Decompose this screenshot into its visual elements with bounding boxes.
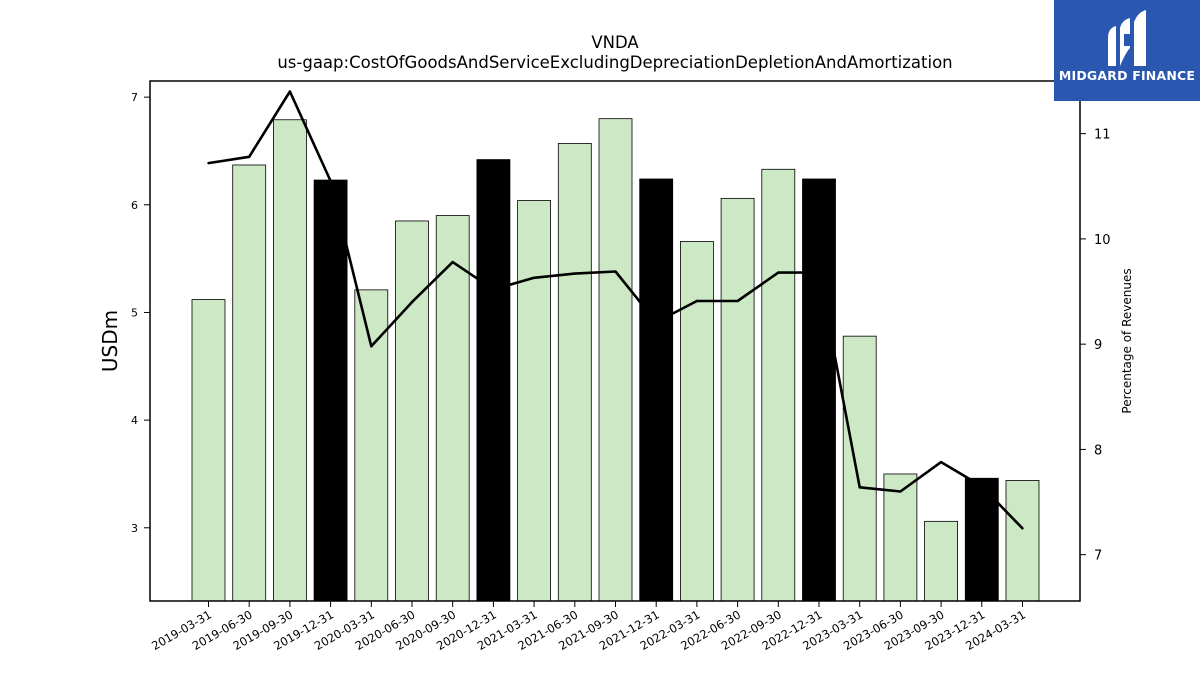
bar-2020-09-30 (435, 215, 470, 602)
line-point-2021-03-31 (532, 276, 536, 280)
y-axis-label: USDm (98, 310, 122, 372)
line-point-2019-09-30 (288, 90, 292, 93)
midgard-m-icon (1108, 10, 1146, 66)
bar-2023-06-30 (883, 473, 918, 602)
y-tick-label: 6 (131, 199, 138, 212)
line-point-2023-09-30 (939, 460, 943, 464)
y-tick-label: 4 (131, 414, 138, 427)
line-point-2020-03-31 (370, 345, 373, 348)
line-point-2020-06-30 (410, 300, 414, 304)
y2-tick-label: 11 (1094, 128, 1111, 143)
line-point-2021-06-30 (573, 272, 576, 275)
line-point-2023-06-30 (899, 490, 902, 493)
bar-2021-12-31 (639, 178, 674, 602)
y2-tick-label: 10 (1094, 233, 1111, 248)
bar-2021-03-31 (517, 200, 551, 602)
line-point-2023-12-31 (980, 485, 983, 488)
logo-text: MIDGARD FINANCE (1058, 68, 1196, 83)
line-point-2021-09-30 (614, 270, 617, 273)
line-point-2019-06-30 (248, 155, 251, 158)
y-tick-label: 5 (131, 306, 138, 319)
bar-2020-03-31 (354, 289, 389, 602)
bar-2021-06-30 (557, 143, 592, 602)
y2-tick-label: 8 (1094, 443, 1102, 458)
midgard-finance-logo: MIDGARD FINANCE (1054, 0, 1200, 101)
y2-tick-label: 7 (1094, 549, 1102, 564)
line-point-2024-03-31 (1021, 527, 1024, 530)
bar-2019-06-30 (232, 164, 267, 602)
line-point-2021-12-31 (655, 320, 658, 324)
line-point-2020-12-31 (492, 288, 495, 291)
bar-2023-09-30 (924, 520, 958, 602)
bar-2022-12-31 (802, 178, 836, 602)
line-point-2022-09-30 (777, 271, 780, 274)
bar-2022-06-30 (720, 197, 755, 602)
chart-title: VNDA (591, 33, 639, 52)
line-point-2022-12-31 (817, 271, 821, 274)
bar-2019-03-31 (191, 299, 226, 602)
bar-2022-03-31 (680, 241, 714, 602)
line-point-2022-03-31 (695, 299, 699, 303)
line-point-2019-12-31 (329, 179, 332, 183)
bar-2021-09-30 (598, 118, 633, 602)
chart-subtitle: us-gaap:CostOfGoodsAndServiceExcludingDe… (277, 53, 952, 72)
bar-2024-03-31 (1005, 480, 1040, 602)
y2-tick-label: 9 (1094, 338, 1102, 353)
line-point-2020-09-30 (451, 260, 454, 264)
y2-axis-label: Percentage of Revenues (1120, 268, 1134, 413)
bar-2019-09-30 (272, 119, 307, 602)
bar-2022-09-30 (761, 168, 796, 602)
bar-2023-03-31 (842, 335, 877, 602)
line-point-2019-03-31 (207, 161, 210, 165)
y-tick-label: 3 (131, 522, 138, 535)
y-tick-label: 7 (131, 91, 138, 104)
bar-2020-12-31 (476, 159, 511, 602)
bar-2019-12-31 (313, 179, 348, 602)
bar-2020-06-30 (395, 220, 429, 602)
line-point-2022-06-30 (736, 299, 739, 303)
line-point-2023-03-31 (858, 486, 861, 489)
plot-frame (149, 80, 1081, 602)
